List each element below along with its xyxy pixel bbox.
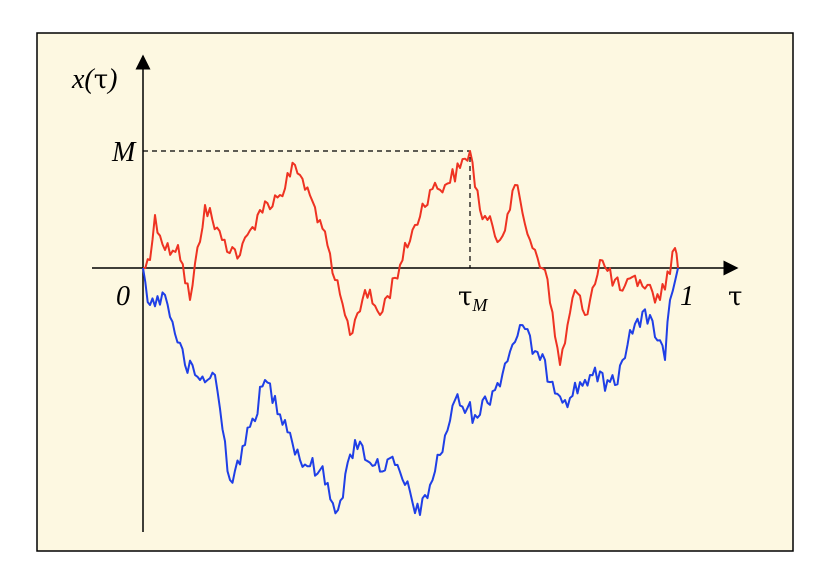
y-axis-label-tau: τ [94, 65, 108, 95]
y-axis-label-text: x( [71, 64, 95, 95]
origin-label: 0 [116, 281, 130, 312]
excursion-path [142, 150, 679, 366]
tau-m-label: τM [458, 282, 488, 315]
max-label: M [111, 137, 137, 168]
y-axis-label: x(τ) [71, 64, 117, 95]
bridge-path [142, 267, 679, 516]
end-label: 1 [680, 281, 694, 312]
tau-m-symbol: τ [458, 282, 472, 312]
tau-m-subscript: M [471, 295, 488, 315]
y-axis-label-close: ) [106, 64, 117, 95]
x-axis-label: τ [728, 282, 742, 312]
